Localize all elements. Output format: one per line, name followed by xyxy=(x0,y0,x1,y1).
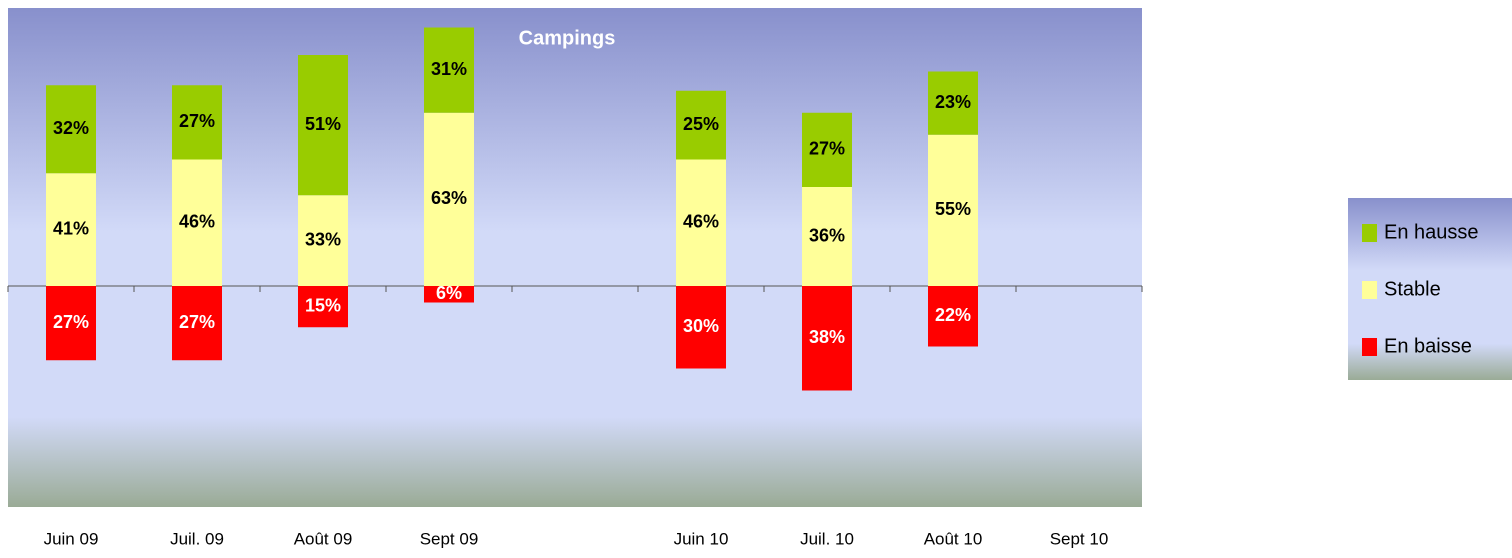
bar-segment xyxy=(676,286,726,369)
bar-segment xyxy=(802,286,852,391)
data-label: 38% xyxy=(809,327,845,347)
data-label: 55% xyxy=(935,199,971,219)
data-label: 51% xyxy=(305,114,341,134)
data-label: 31% xyxy=(431,59,467,79)
data-label: 22% xyxy=(935,305,971,325)
bar-segment xyxy=(928,71,978,135)
bar-segment xyxy=(424,286,474,303)
x-tick-label: Juin 10 xyxy=(674,529,729,548)
data-label: 6% xyxy=(436,283,462,303)
data-label: 27% xyxy=(53,312,89,332)
data-label: 30% xyxy=(683,316,719,336)
bar-segment xyxy=(46,173,96,286)
data-label: 23% xyxy=(935,92,971,112)
x-tick-label: Sept 09 xyxy=(420,529,479,548)
data-label: 15% xyxy=(305,295,341,315)
data-label: 46% xyxy=(683,212,719,232)
bar-segment xyxy=(298,286,348,328)
bar-segment xyxy=(676,159,726,286)
x-tick-label: Juin 09 xyxy=(44,529,99,548)
data-label: 33% xyxy=(305,229,341,249)
bar-segment xyxy=(802,112,852,187)
bar-segment xyxy=(172,85,222,160)
bar-segment xyxy=(424,27,474,113)
x-tick-label: Juil. 10 xyxy=(800,529,854,548)
legend-swatch xyxy=(1362,224,1377,242)
chart-title: Campings xyxy=(519,27,616,49)
bar-segment xyxy=(676,90,726,160)
data-label: 63% xyxy=(431,188,467,208)
x-tick-label: Août 09 xyxy=(294,529,353,548)
bar-segment xyxy=(46,85,96,174)
bar-segment xyxy=(172,286,222,361)
data-label: 27% xyxy=(809,139,845,159)
legend-swatch xyxy=(1362,338,1377,356)
legend-label: Stable xyxy=(1384,278,1441,300)
legend-swatch xyxy=(1362,281,1377,299)
data-label: 36% xyxy=(809,225,845,245)
data-label: 32% xyxy=(53,118,89,138)
bar-segment xyxy=(424,112,474,286)
data-label: 27% xyxy=(179,312,215,332)
bar-segment xyxy=(928,134,978,286)
bar-segment xyxy=(928,286,978,347)
x-tick-label: Août 10 xyxy=(924,529,983,548)
bar-segment xyxy=(802,187,852,286)
legend-label: En baisse xyxy=(1384,335,1472,357)
bar-segment xyxy=(172,159,222,286)
data-label: 41% xyxy=(53,218,89,238)
data-label: 27% xyxy=(179,111,215,131)
x-tick-label: Juil. 09 xyxy=(170,529,224,548)
data-label: 25% xyxy=(683,114,719,134)
legend-label: En hausse xyxy=(1384,221,1479,243)
data-label: 46% xyxy=(179,212,215,232)
bar-segment xyxy=(298,195,348,286)
bar-segment xyxy=(298,55,348,196)
x-tick-label: Sept 10 xyxy=(1050,529,1109,548)
bar-segment xyxy=(46,286,96,361)
